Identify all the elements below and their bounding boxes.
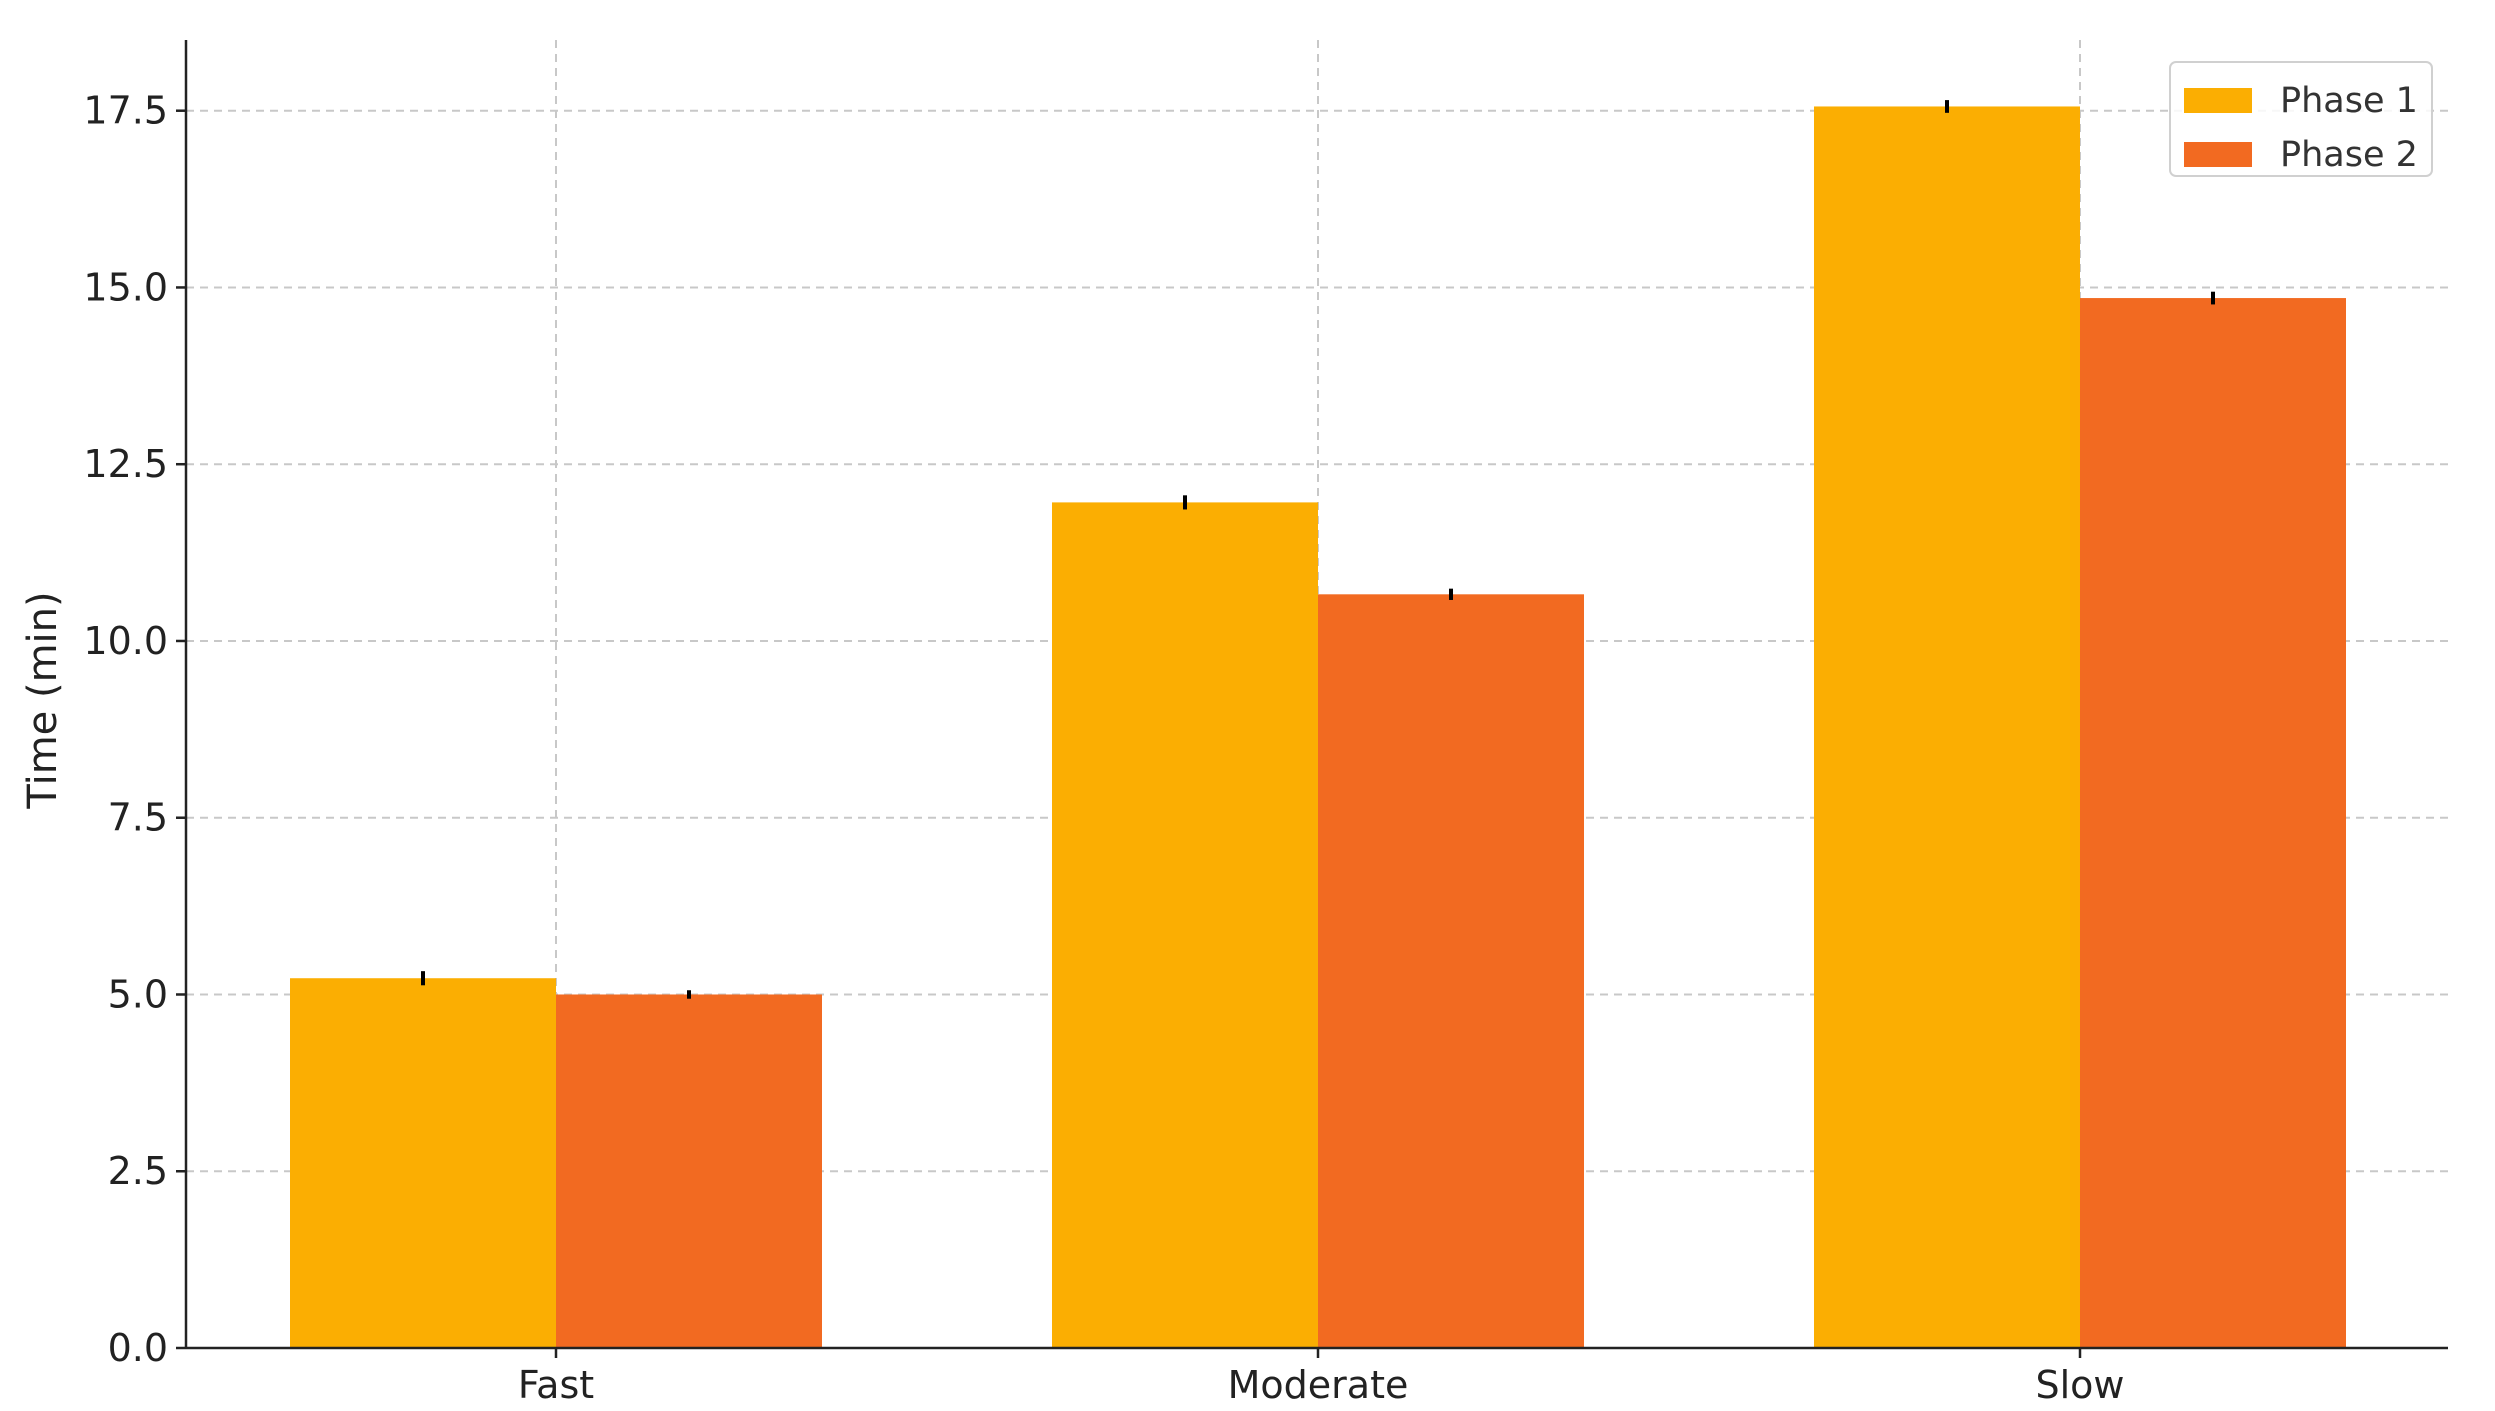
bar-phase-2-moderate — [1318, 594, 1584, 1348]
legend-label-phase-2: Phase 2 — [2280, 135, 2418, 175]
x-tick-label-slow: Slow — [2035, 1363, 2124, 1407]
bar-phase-2-slow — [2080, 298, 2346, 1349]
x-tick-label-moderate: Moderate — [1228, 1363, 1409, 1407]
x-tick-label-fast: Fast — [518, 1363, 594, 1407]
y-tick-label-0: 0.0 — [108, 1326, 168, 1370]
y-tick-label-6: 15.0 — [83, 265, 168, 309]
legend-label-phase-1: Phase 1 — [2280, 81, 2418, 121]
y-tick-label-3: 7.5 — [108, 796, 168, 840]
y-tick-label-5: 12.5 — [83, 442, 168, 486]
bar-phase-1-moderate — [1052, 502, 1318, 1349]
legend[interactable]: Phase 1 Phase 2 — [2169, 61, 2433, 177]
bar-phase-1-fast — [290, 978, 556, 1348]
y-tick-label-1: 2.5 — [108, 1149, 168, 1193]
y-axis-label: Time (min) — [20, 591, 66, 809]
legend-swatch-phase-1 — [2184, 88, 2252, 113]
y-tick-label-7: 17.5 — [83, 89, 168, 133]
bar-phase-1-slow — [1814, 106, 2080, 1348]
y-axis-ticks: 0.0 2.5 5.0 7.5 10.0 12.5 15.0 17.5 — [83, 89, 186, 1370]
legend-swatch-phase-2 — [2184, 142, 2252, 167]
bars — [290, 106, 2346, 1349]
error-bars — [421, 100, 2215, 999]
bar-phase-2-fast — [556, 994, 822, 1348]
y-tick-label-2: 5.0 — [108, 972, 168, 1016]
x-axis-ticks: Fast Moderate Slow — [518, 1348, 2125, 1407]
y-tick-label-4: 10.0 — [83, 619, 168, 663]
